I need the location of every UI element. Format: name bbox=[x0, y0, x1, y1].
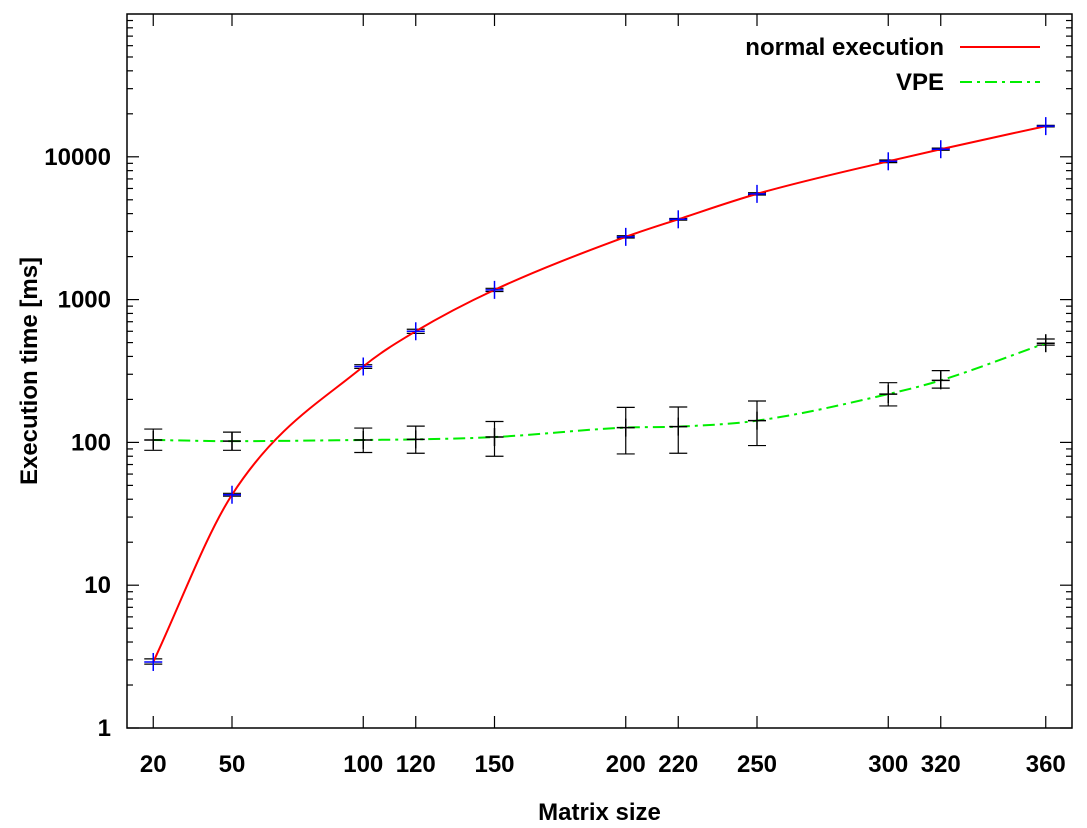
data-point bbox=[354, 357, 373, 376]
data-point bbox=[931, 140, 950, 159]
x-tick-label: 300 bbox=[868, 751, 908, 778]
data-point bbox=[931, 371, 950, 390]
data-point bbox=[223, 485, 241, 504]
x-tick-label: 320 bbox=[921, 751, 961, 778]
legend-label-vpe: VPE bbox=[896, 69, 944, 96]
x-tick-label: 220 bbox=[658, 751, 698, 778]
x-tick-label: 120 bbox=[396, 751, 436, 778]
data-point bbox=[616, 418, 635, 437]
y-tick-label: 100 bbox=[71, 429, 111, 456]
legend-label-normal-execution: normal execution bbox=[745, 34, 944, 61]
error-bars-normal-execution bbox=[144, 124, 1055, 665]
data-point bbox=[879, 385, 898, 404]
x-tick-label: 100 bbox=[343, 751, 383, 778]
data-point bbox=[144, 652, 163, 671]
data-point bbox=[616, 227, 635, 246]
data-point bbox=[748, 411, 766, 430]
data-point bbox=[144, 430, 163, 449]
data-point bbox=[1036, 334, 1055, 353]
y-tick-label: 10 bbox=[84, 572, 111, 599]
x-tick-label: 360 bbox=[1026, 751, 1066, 778]
plot-area bbox=[126, 13, 1073, 729]
y-tick-label: 1 bbox=[98, 715, 111, 742]
data-point bbox=[406, 322, 425, 341]
x-tick-label: 20 bbox=[140, 751, 167, 778]
data-point bbox=[669, 417, 688, 436]
data-point bbox=[485, 280, 504, 299]
series-line-normal-execution bbox=[152, 125, 1046, 663]
axis-ticks bbox=[127, 14, 1072, 729]
data-point bbox=[1036, 117, 1055, 136]
y-tick-label: 10000 bbox=[44, 144, 111, 171]
series-0 bbox=[144, 117, 1055, 671]
x-tick-label: 50 bbox=[219, 751, 246, 778]
y-tick-label: 1000 bbox=[58, 287, 111, 314]
data-point bbox=[354, 430, 373, 449]
data-point bbox=[223, 432, 241, 451]
x-axis-tick-labels: 20 50 100 120 150 200 220 250 300 320 360 bbox=[140, 751, 1066, 778]
data-point bbox=[879, 152, 898, 171]
data-point bbox=[406, 430, 425, 449]
x-tick-label: 200 bbox=[606, 751, 646, 778]
series-1 bbox=[144, 334, 1055, 457]
y-axis-title: Execution time [ms] bbox=[16, 257, 43, 485]
x-tick-label: 150 bbox=[474, 751, 514, 778]
data-point bbox=[669, 210, 688, 229]
plot-frame bbox=[126, 13, 1073, 729]
series-group bbox=[144, 117, 1055, 671]
x-axis-title: Matrix size bbox=[538, 799, 661, 826]
series-line-vpe bbox=[153, 342, 1047, 443]
x-tick-label: 250 bbox=[737, 751, 777, 778]
data-point bbox=[748, 184, 766, 203]
error-bars-vpe bbox=[144, 338, 1055, 457]
data-point bbox=[485, 428, 504, 447]
y-axis-tick-labels: 1 10 100 1000 10000 bbox=[44, 144, 111, 742]
legend: normal execution VPE bbox=[745, 34, 1040, 96]
